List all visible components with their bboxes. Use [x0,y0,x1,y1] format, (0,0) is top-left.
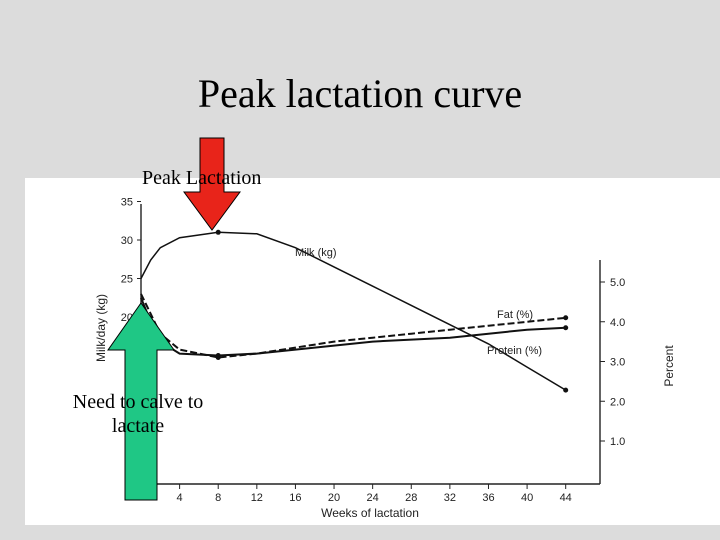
left-tick-label: 30 [121,235,133,247]
x-tick-label: 20 [328,492,340,504]
right-tick-label: 4.0 [610,317,625,329]
series-point [215,353,221,359]
right-tick-label: 3.0 [610,357,625,369]
x-tick-label: 36 [482,492,494,504]
x-axis-title: Weeks of lactation [321,506,419,520]
left-axis-title: Milk/day (kg) [94,294,108,362]
calve-to-lactate-label: Need to calve to lactate [72,391,204,437]
right-tick-label: 2.0 [610,396,625,408]
series-line-2 [140,293,566,359]
x-tick-label: 8 [215,492,221,504]
x-tick-label: 28 [405,492,417,504]
peak-arrow-icon [183,137,241,231]
x-tick-label: 4 [177,492,183,504]
x-tick-label: 12 [251,492,263,504]
series-label-3: Protein (%) [487,345,542,357]
x-tick-label: 24 [367,492,379,504]
left-tick-label: 35 [121,197,133,209]
x-tick-label: 44 [560,492,572,504]
slide-title: Peak lactation curve [197,71,523,116]
x-tick-label: 32 [444,492,456,504]
x-tick-label: 40 [521,492,533,504]
series-point [215,229,221,235]
x-tick-label: 16 [289,492,301,504]
series-point [563,315,569,321]
right-tick-label: 1.0 [610,436,625,448]
label-layer: 35 30 25 20 Milk/day (kg) 5.0 4.0 3.0 2.0 1.0 Perc… [94,197,676,521]
series-label-2: Fat (%) [497,309,533,321]
series-label-1: Milk (kg) [295,247,337,259]
series-line-1 [140,231,567,391]
series-point [563,387,569,393]
calve-arrow-icon [107,302,175,501]
peak-lactation-label: Peak Lactation [142,167,262,189]
left-tick-label: 25 [121,274,133,286]
right-tick-label: 5.0 [610,277,625,289]
right-axis-title: Percent [662,345,676,387]
series-point [563,325,569,331]
lactation-chart: 35 30 25 20 Milk/day (kg) 5.0 4.0 3.0 2.0 1.0 Perc… [94,197,676,521]
